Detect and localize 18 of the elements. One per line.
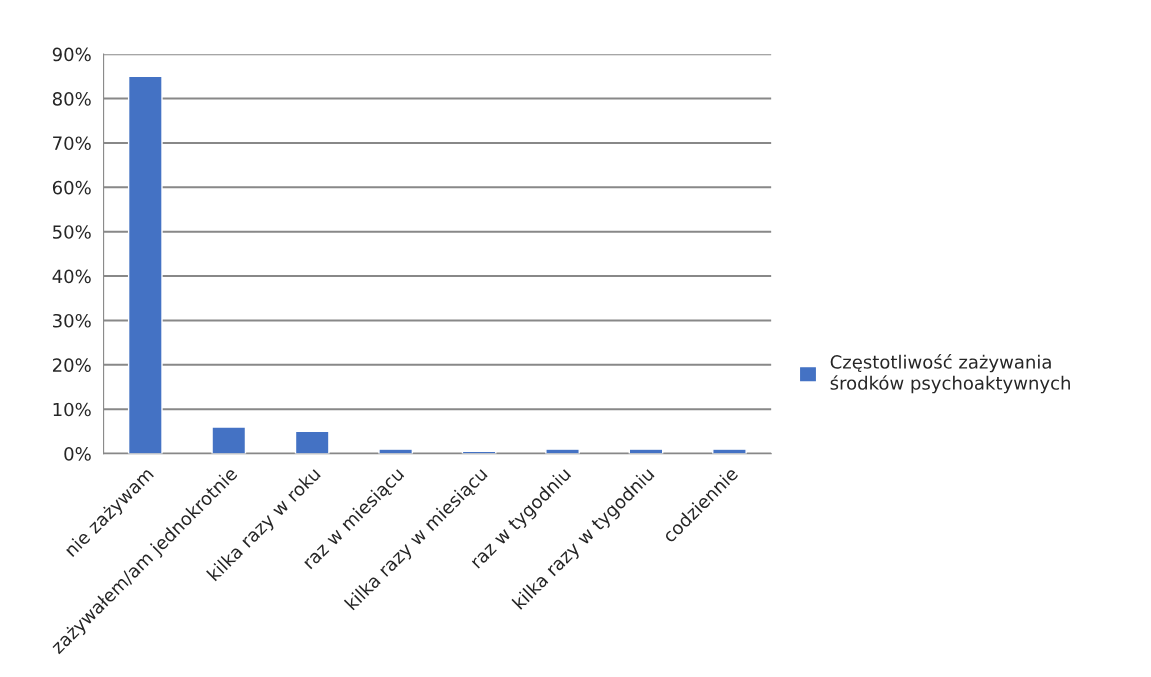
y-tick-label: 0% xyxy=(64,447,91,461)
bar xyxy=(127,75,163,454)
bar xyxy=(378,448,414,454)
bar xyxy=(294,430,330,454)
bar xyxy=(211,426,247,454)
y-tick-label: 70% xyxy=(53,136,91,151)
legend-label: Częstotliwość zażywania środków psychoaktywnych xyxy=(830,354,1070,394)
y-tick-label: 10% xyxy=(53,402,91,417)
y-tick-label: 50% xyxy=(53,225,91,239)
bar xyxy=(712,448,747,454)
bar xyxy=(628,448,664,454)
y-tick-label: 80% xyxy=(52,92,91,106)
y-tick-label: 40% xyxy=(52,269,91,284)
y-tick-label: 30% xyxy=(53,313,91,328)
y-tick-label: 60% xyxy=(52,180,91,195)
y-tick-label: 20% xyxy=(52,358,91,372)
bar xyxy=(545,448,580,454)
y-tick-label: 90% xyxy=(52,47,91,62)
